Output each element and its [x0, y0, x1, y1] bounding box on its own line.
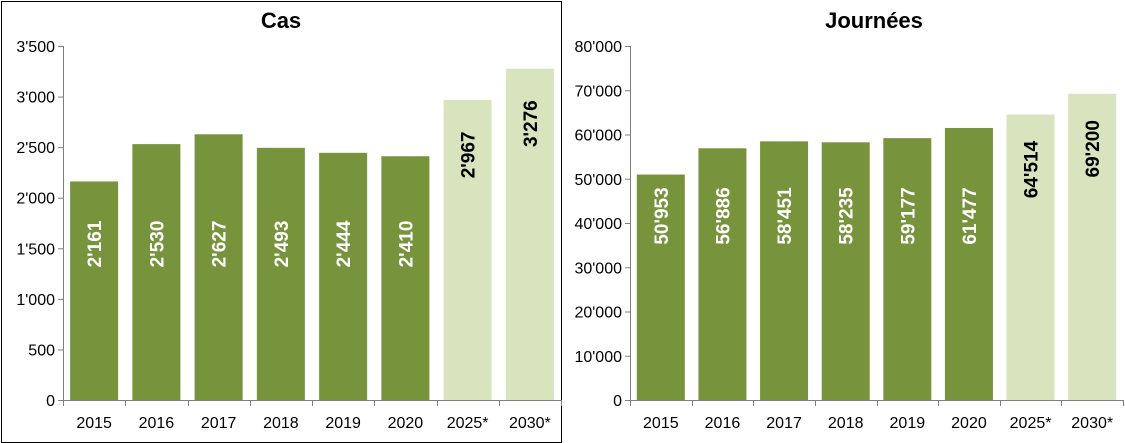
x-tick-label: 2018 — [828, 415, 864, 432]
bar-2016 — [698, 148, 747, 400]
y-tick-label: 40'000 — [574, 216, 622, 233]
data-label: 2'627 — [210, 221, 231, 268]
y-tick-label: 30'000 — [574, 260, 622, 277]
data-label: 2'493 — [272, 221, 293, 268]
data-label: 58'235 — [837, 187, 858, 245]
bar-2017 — [194, 134, 243, 400]
data-label: 2'530 — [147, 221, 168, 268]
x-tick-label: 2030* — [1071, 415, 1113, 432]
data-label: 61'477 — [960, 187, 981, 244]
data-label: 56'886 — [713, 187, 734, 244]
x-tick-label: 2016 — [139, 415, 175, 432]
y-tick-label: 80'000 — [574, 39, 622, 56]
data-label: 2'410 — [396, 221, 417, 268]
bar-2016 — [132, 144, 181, 400]
x-tick-label: 2018 — [263, 415, 299, 432]
y-tick-label: 500 — [28, 342, 55, 359]
bar-2018 — [256, 147, 305, 400]
bar-2030-projected — [1068, 93, 1117, 400]
x-tick-label: 2025* — [1010, 415, 1052, 432]
data-label: 2'967 — [459, 132, 480, 179]
y-tick-label: 10'000 — [574, 349, 622, 366]
bar-2017 — [760, 141, 809, 401]
y-tick-label: 1'000 — [16, 292, 55, 309]
x-tick-label: 2017 — [201, 415, 237, 432]
y-tick-label: 2'000 — [16, 191, 55, 208]
bar-2025-projected — [443, 99, 492, 400]
y-tick-label: 3'500 — [16, 39, 55, 56]
data-label: 69'200 — [1083, 120, 1104, 177]
x-tick-label: 2015 — [76, 415, 112, 432]
y-tick-label: 1'500 — [16, 241, 55, 258]
data-label: 50'953 — [652, 187, 673, 244]
data-label: 2'161 — [85, 220, 106, 267]
bar-2015 — [70, 181, 119, 400]
y-tick-label: 20'000 — [574, 305, 622, 322]
data-label: 64'514 — [1022, 140, 1043, 198]
bar-2018 — [821, 142, 870, 400]
bar-2019 — [319, 152, 368, 400]
x-tick-label: 2020 — [951, 415, 987, 432]
x-tick-label: 2015 — [643, 415, 679, 432]
y-tick-label: 50'000 — [574, 172, 622, 189]
y-tick-label: 60'000 — [574, 128, 622, 145]
y-tick-label: 0 — [46, 393, 55, 410]
x-tick-label: 2019 — [325, 415, 361, 432]
data-label: 2'444 — [334, 220, 355, 267]
bar-2025-projected — [1006, 114, 1055, 401]
x-tick-label: 2020 — [388, 415, 424, 432]
bar-2020 — [381, 156, 430, 400]
x-tick-label: 2025* — [447, 415, 489, 432]
x-tick-label: 2030* — [509, 415, 551, 432]
data-label: 58'451 — [775, 187, 796, 245]
x-tick-label: 2019 — [890, 415, 926, 432]
bar-2015 — [636, 174, 685, 400]
data-label: 3'276 — [521, 100, 542, 147]
y-tick-label: 70'000 — [574, 83, 622, 100]
chart-title: Journées — [825, 8, 923, 33]
bar-2030-projected — [505, 68, 554, 400]
y-tick-label: 0 — [613, 393, 622, 410]
y-tick-label: 3'000 — [16, 90, 55, 107]
y-tick-label: 2'500 — [16, 140, 55, 157]
bar-2019 — [883, 138, 932, 400]
bar-2020 — [944, 127, 993, 401]
chart-title: Cas — [261, 8, 301, 33]
data-label: 59'177 — [898, 187, 919, 244]
x-tick-label: 2017 — [766, 415, 802, 432]
x-tick-label: 2016 — [705, 415, 741, 432]
